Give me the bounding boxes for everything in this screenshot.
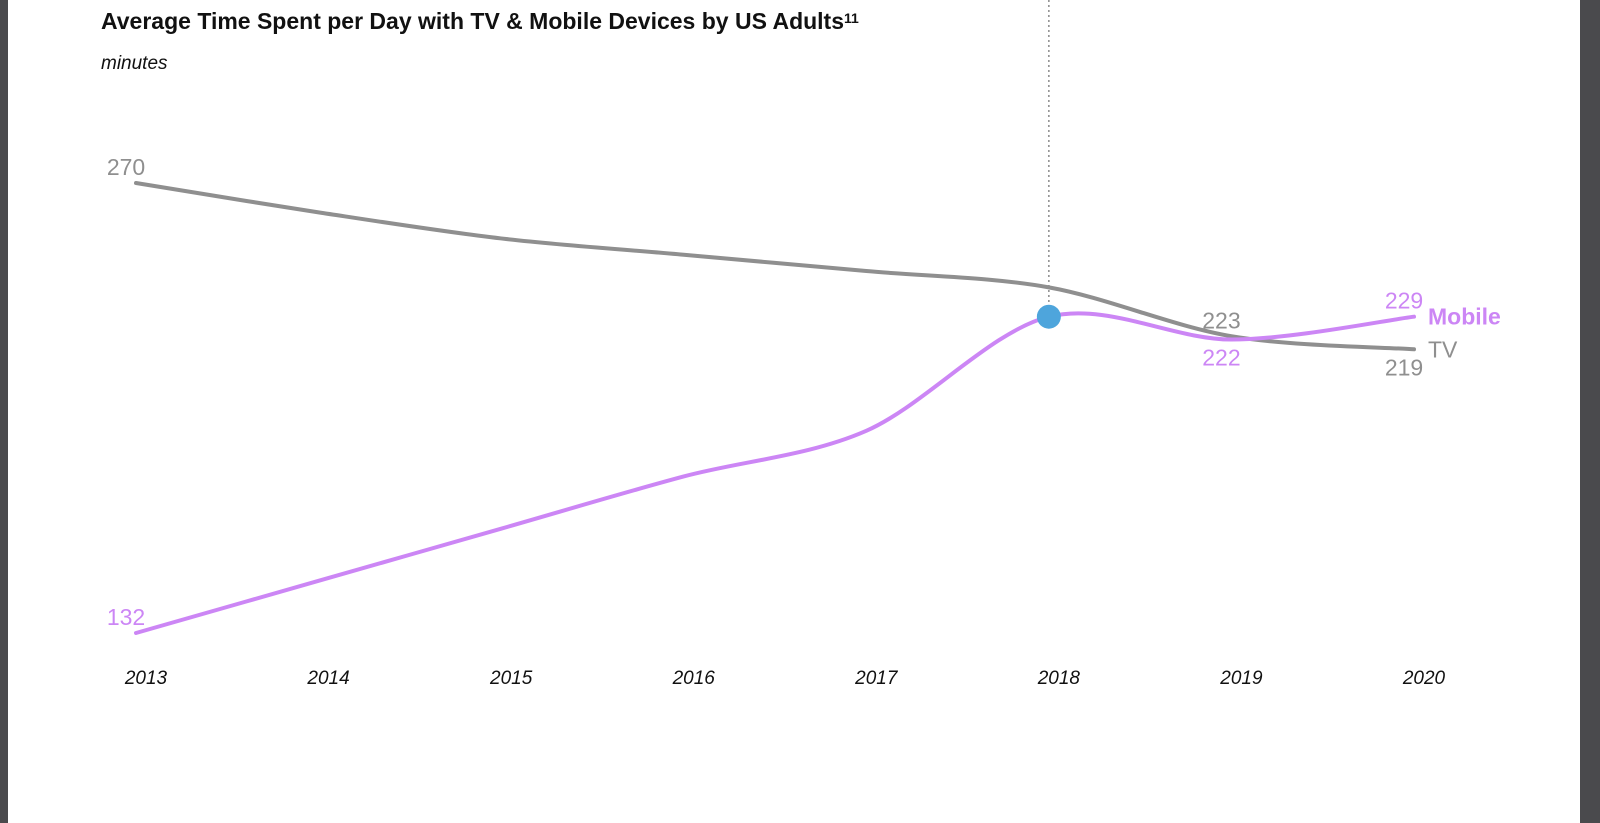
x-tick-label: 2019	[1219, 668, 1263, 689]
x-tick-label: 2017	[854, 668, 899, 689]
x-tick-label: 2020	[1402, 668, 1446, 689]
x-tick-label: 2016	[672, 668, 716, 689]
x-tick-label: 2013	[124, 668, 168, 689]
chart-page: Average Time Spent per Day with TV & Mob…	[8, 0, 1580, 823]
x-tick-label: 2014	[306, 668, 349, 689]
chart-title: Average Time Spent per Day with TV & Mob…	[101, 8, 859, 35]
x-tick-label: 2018	[1037, 668, 1081, 689]
data-label-tv: 223	[1202, 307, 1240, 333]
annotation-marker	[1036, 304, 1061, 329]
y-unit-label: minutes	[101, 53, 168, 74]
series-line-tv	[134, 181, 1416, 352]
data-label-mobile: 222	[1202, 345, 1240, 371]
data-label-tv: 219	[1385, 354, 1423, 380]
title-footnote: 11	[844, 10, 859, 26]
series-end-label-tv: TV	[1428, 336, 1458, 362]
x-tick-label: 2015	[489, 668, 533, 689]
data-label-tv: 270	[107, 154, 145, 180]
chart-title-text: Average Time Spent per Day with TV & Mob…	[101, 8, 845, 34]
data-label-mobile: 132	[107, 604, 145, 630]
series-end-label-mobile: Mobile	[1428, 304, 1501, 330]
data-label-mobile: 229	[1385, 288, 1423, 314]
series-line-mobile	[134, 311, 1416, 635]
